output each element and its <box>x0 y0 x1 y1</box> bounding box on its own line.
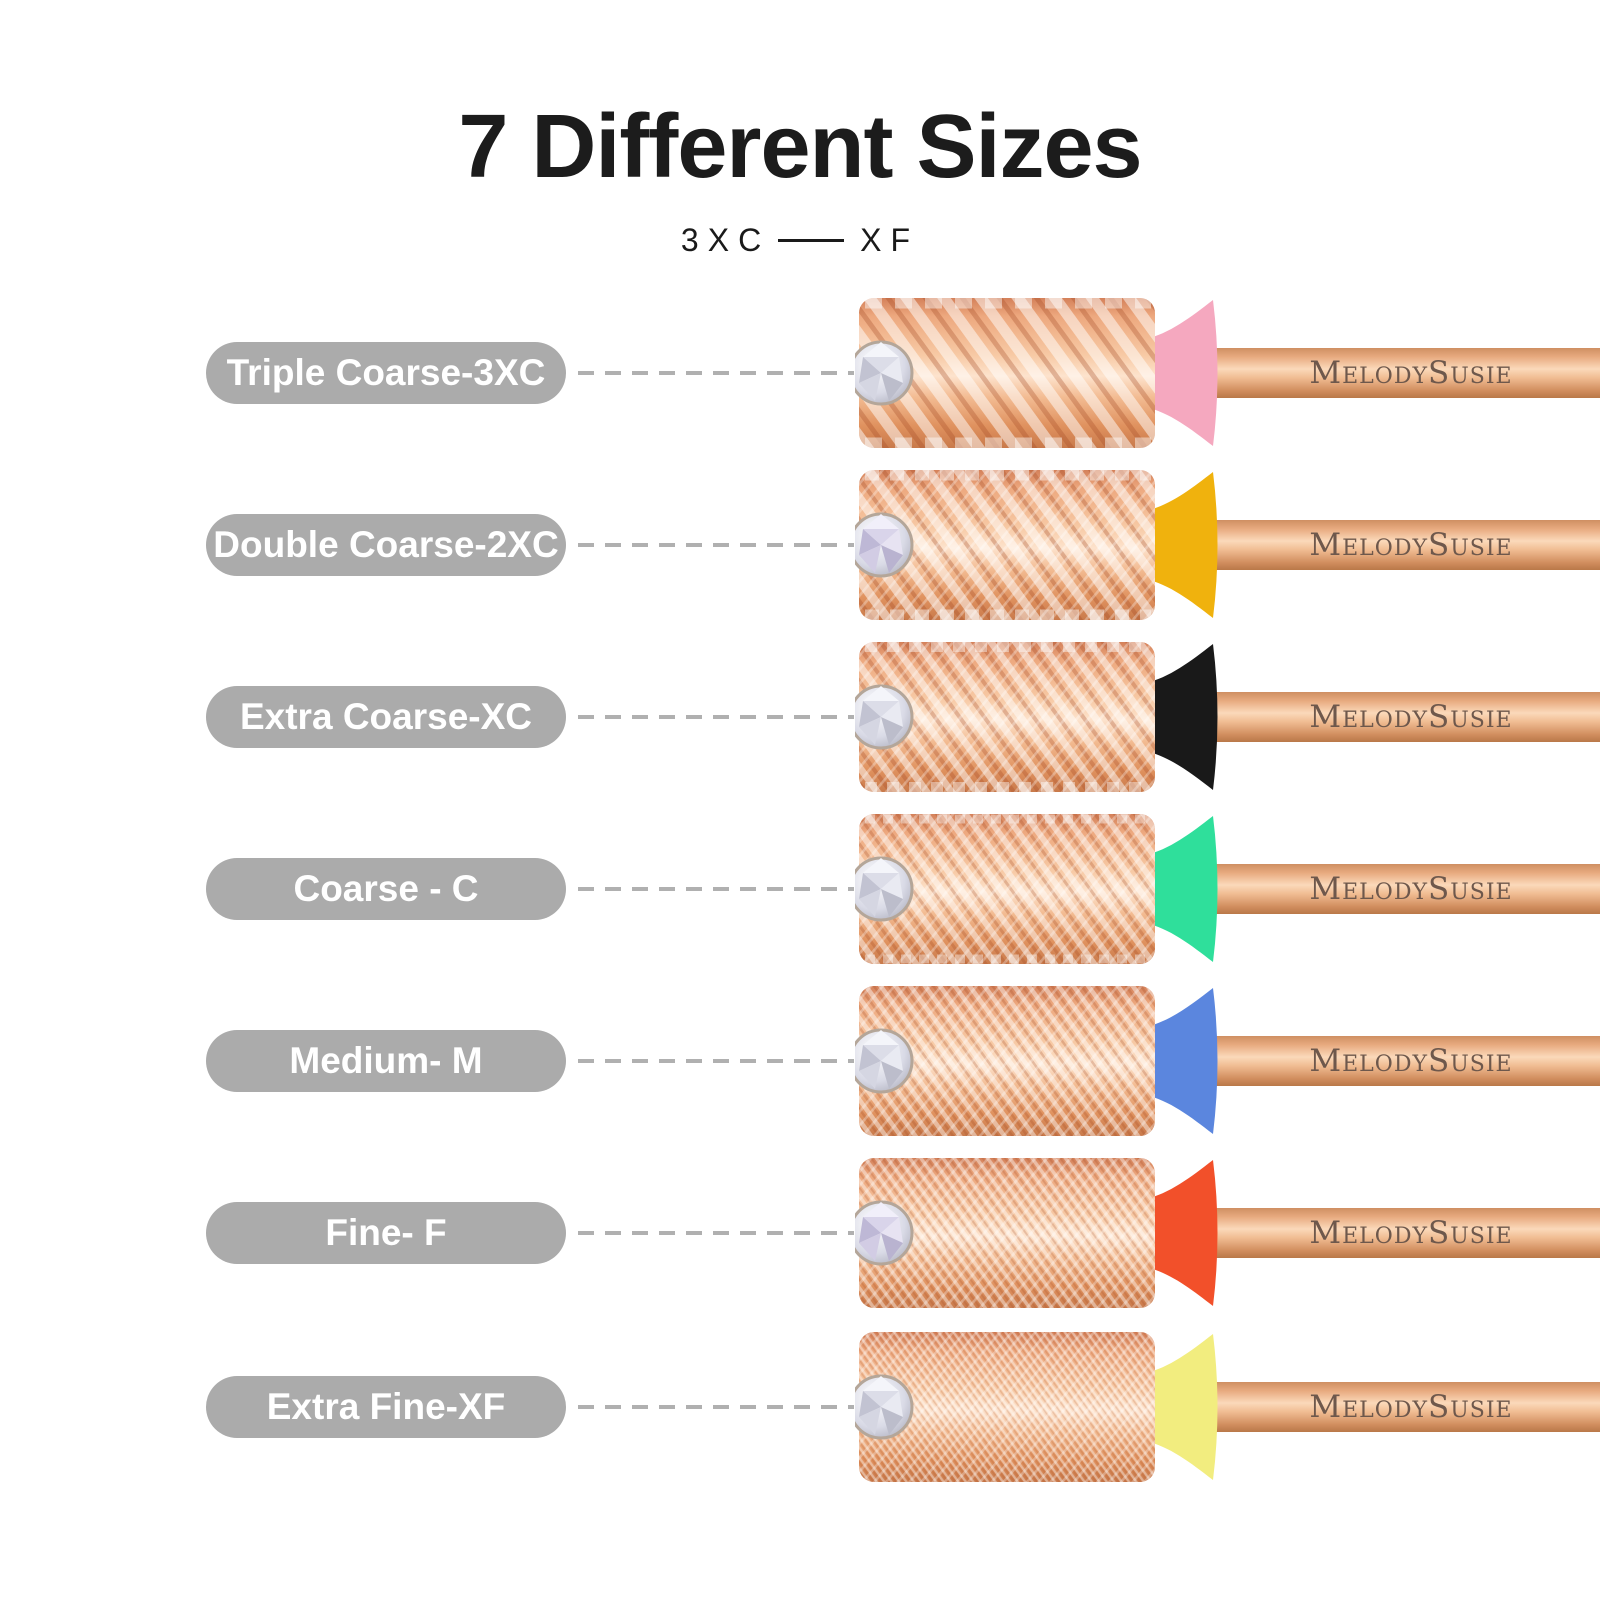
drill-bit-shaft <box>1207 1208 1600 1258</box>
range-line <box>778 238 845 242</box>
head-crosshatch <box>859 470 1155 620</box>
crystal-tip <box>855 340 914 406</box>
size-range: 3XC XF <box>0 224 1600 256</box>
size-label-pill: Triple Coarse-3XC <box>206 342 566 404</box>
range-end-label: XF <box>860 222 920 258</box>
size-row: Coarse - C MELODYSUSIE <box>0 803 1600 975</box>
drill-bit-shaft <box>1207 864 1600 914</box>
size-row: Fine- F MELODYSUSIE <box>0 1147 1600 1319</box>
head-crosshatch <box>859 1158 1155 1308</box>
collar-color-band <box>1145 300 1218 446</box>
drill-bit-illustration: MELODYSUSIE <box>855 1332 1600 1482</box>
collar-color-band <box>1145 816 1218 962</box>
head-texture <box>859 298 1155 448</box>
crystal-tip <box>855 1200 914 1266</box>
size-label: Triple Coarse-3XC <box>226 352 546 393</box>
brand-logo-text: MELODYSUSIE <box>1309 355 1512 391</box>
crystal-tip <box>855 1374 914 1440</box>
brand-logo-text: MELODYSUSIE <box>1309 1389 1512 1425</box>
size-label-pill: Coarse - C <box>206 858 566 920</box>
size-label: Coarse - C <box>293 868 479 909</box>
head-crosshatch <box>859 642 1155 792</box>
collar-color-band <box>1145 644 1218 790</box>
drill-bit-shaft <box>1207 692 1600 742</box>
collar-color-band <box>1145 1160 1218 1306</box>
brand-logo-text: MELODYSUSIE <box>1309 871 1512 907</box>
crystal-tip <box>855 1028 914 1094</box>
connector-line <box>578 715 854 719</box>
drill-bit-illustration: MELODYSUSIE <box>855 1158 1600 1308</box>
brand-logo-text: MELODYSUSIE <box>1309 1215 1512 1251</box>
head-crosshatch <box>859 986 1155 1136</box>
brand-logo-text: MELODYSUSIE <box>1309 699 1512 735</box>
range-start-label: 3XC <box>680 222 771 258</box>
size-row: Extra Fine-XF MELODYSUSIE <box>0 1321 1600 1493</box>
crystal-tip <box>855 512 914 578</box>
drill-bit-shaft <box>1207 348 1600 398</box>
collar-color-band <box>1145 988 1218 1134</box>
drill-bit-illustration: MELODYSUSIE <box>855 297 1600 449</box>
size-label: Medium- M <box>289 1040 483 1081</box>
size-label-pill: Extra Fine-XF <box>206 1376 566 1438</box>
collar-color-band <box>1145 1334 1218 1480</box>
drill-bit-shaft <box>1207 520 1600 570</box>
drill-bit-illustration: MELODYSUSIE <box>855 814 1600 964</box>
head-crosshatch <box>859 814 1155 964</box>
page-title: 7 Different Sizes <box>458 97 1142 197</box>
connector-line <box>578 1059 854 1063</box>
size-label: Fine- F <box>325 1212 447 1253</box>
brand-logo-text: MELODYSUSIE <box>1309 1043 1512 1079</box>
drill-bit-shaft <box>1207 1036 1600 1086</box>
size-row: Extra Coarse-XC MELODYSUSIE <box>0 631 1600 803</box>
size-row: Double Coarse-2XC MELODYSUSIE <box>0 459 1600 631</box>
drill-bit-illustration: MELODYSUSIE <box>855 642 1600 792</box>
size-label: Extra Coarse-XC <box>239 696 532 737</box>
size-label: Double Coarse-2XC <box>213 524 559 565</box>
connector-line <box>578 1405 854 1409</box>
collar-color-band <box>1145 472 1218 618</box>
drill-bit-illustration: MELODYSUSIE <box>855 986 1600 1136</box>
crystal-tip <box>855 684 914 750</box>
size-label-pill: Extra Coarse-XC <box>206 686 566 748</box>
crystal-tip <box>855 856 914 922</box>
size-label-pill: Medium- M <box>206 1030 566 1092</box>
size-label: Extra Fine-XF <box>266 1386 506 1427</box>
connector-line <box>578 1231 854 1235</box>
size-row: Triple Coarse-3XC MELODYSUSIE <box>0 287 1600 459</box>
connector-line <box>578 543 854 547</box>
size-label-pill: Double Coarse-2XC <box>206 514 566 576</box>
connector-line <box>578 887 854 891</box>
size-row: Medium- M MELODYSUSIE <box>0 975 1600 1147</box>
size-label-pill: Fine- F <box>206 1202 566 1264</box>
drill-bit-illustration: MELODYSUSIE <box>855 469 1600 621</box>
head-crosshatch <box>859 1332 1155 1482</box>
connector-line <box>578 371 854 375</box>
brand-logo-text: MELODYSUSIE <box>1309 527 1512 563</box>
drill-bit-shaft <box>1207 1382 1600 1432</box>
